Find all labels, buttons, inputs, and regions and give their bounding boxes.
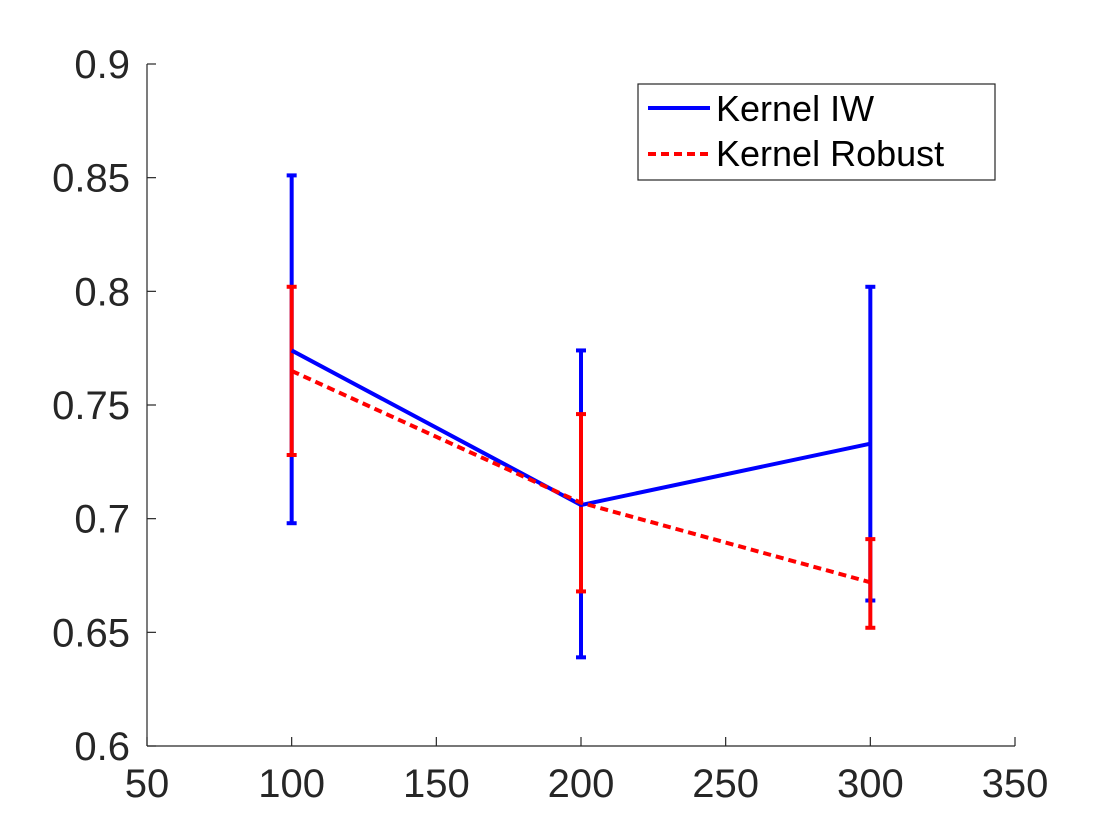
x-tick-label: 50	[125, 762, 170, 806]
y-tick-label: 0.85	[52, 157, 130, 201]
legend-label-kernel-robust: Kernel Robust	[716, 133, 944, 174]
y-tick-label: 0.65	[52, 611, 130, 655]
series-lines	[290, 348, 871, 585]
x-tick-label: 250	[692, 762, 759, 806]
y-tick-label: 0.6	[74, 725, 130, 769]
x-tick-label: 150	[403, 762, 470, 806]
x-tick-label: 300	[837, 762, 904, 806]
series-line-kernel-iw	[290, 348, 871, 508]
y-tick-label: 0.75	[52, 384, 130, 428]
legend: Kernel IW Kernel Robust	[637, 83, 996, 181]
y-tick-label: 0.7	[74, 498, 130, 542]
y-tick-label: 0.9	[74, 43, 130, 87]
x-tick-label: 200	[548, 762, 615, 806]
axes: 50 100 150 200 250 300 350 0.6 0.65 0.7 0.75 0.8 0.8…	[52, 43, 1048, 806]
legend-box	[637, 83, 996, 181]
x-tick-label: 350	[982, 762, 1049, 806]
legend-label-kernel-iw: Kernel IW	[716, 88, 874, 129]
series-line-kernel-robust	[290, 369, 871, 585]
error-bars	[286, 173, 876, 660]
y-tick-label: 0.8	[74, 270, 130, 314]
x-tick-label: 100	[258, 762, 325, 806]
